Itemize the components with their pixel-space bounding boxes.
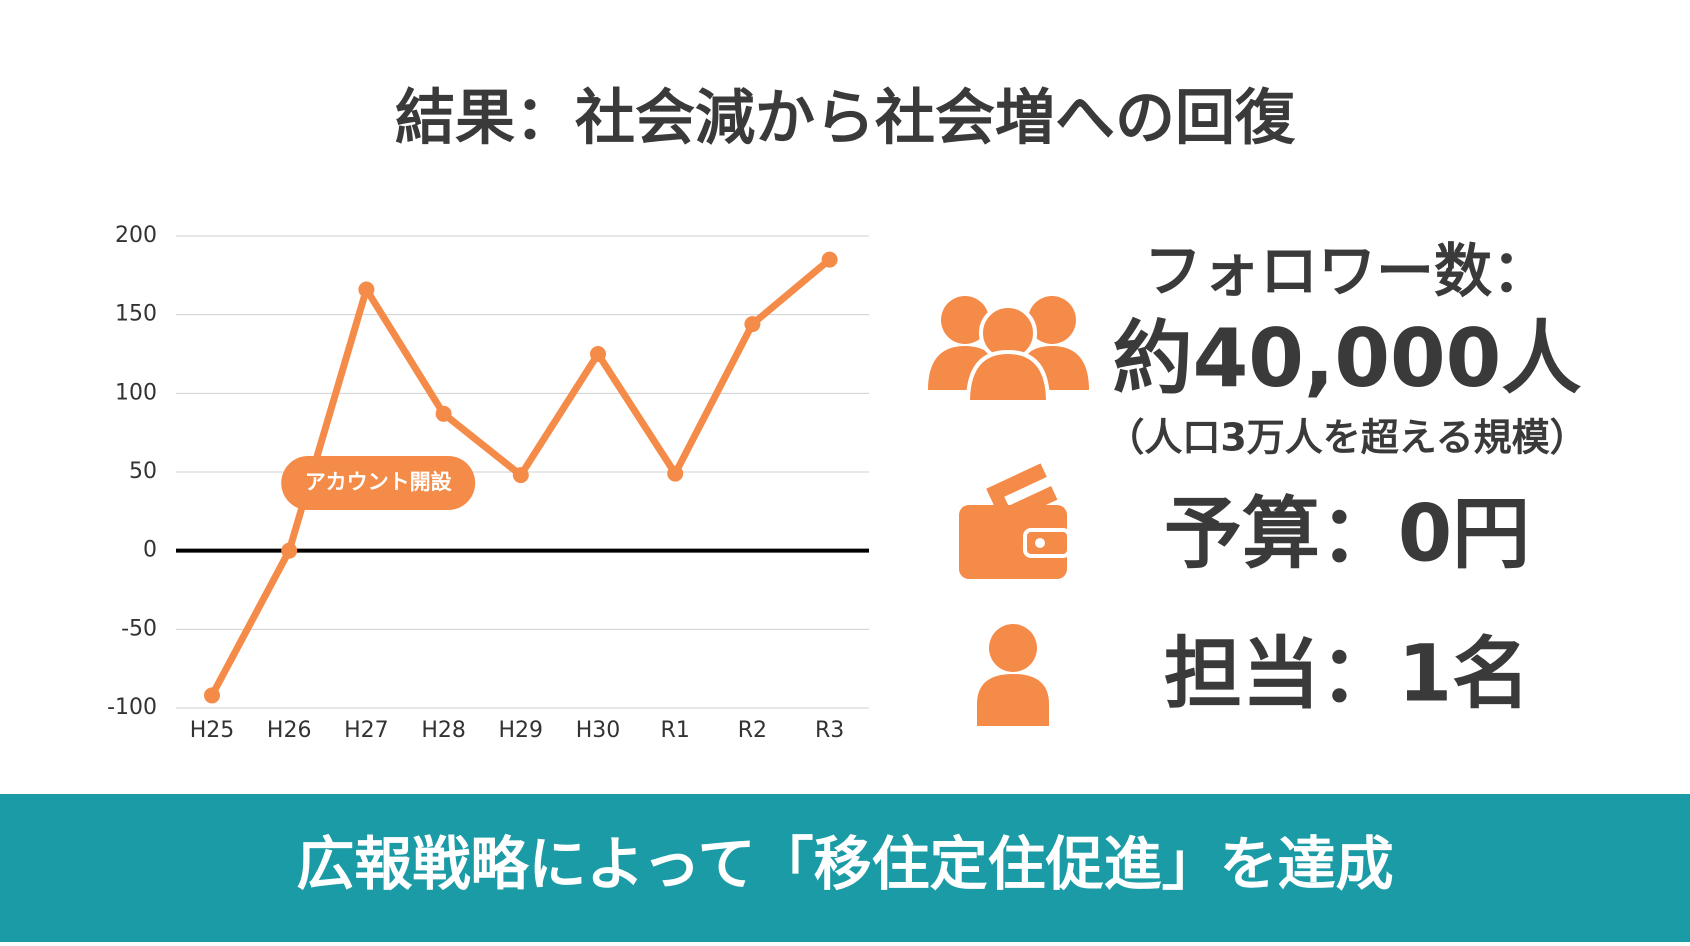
y-tick-label: 50 [129, 459, 157, 484]
annotation-pill [281, 456, 476, 510]
data-point [744, 316, 761, 333]
people-icon [928, 296, 1089, 404]
y-tick-label: 150 [115, 302, 157, 327]
x-tick-label: R1 [661, 718, 690, 743]
data-point [667, 465, 684, 482]
person-icon [977, 624, 1049, 726]
title: 結果：社会減から社会増への回復 [395, 84, 1296, 154]
y-tick-label: -100 [107, 695, 157, 720]
x-tick-label: H28 [421, 718, 466, 743]
wallet-icon [959, 463, 1071, 579]
followers-value: 約40,000人 [1113, 312, 1582, 405]
data-point [358, 281, 375, 298]
x-tick-label: H25 [190, 718, 235, 743]
data-point [281, 542, 298, 559]
followers-label: フォロワー数： [1144, 237, 1550, 305]
y-tick-label: 0 [143, 538, 157, 563]
annotation: アカウント開設 [305, 470, 453, 494]
budget: 予算：0円 [1164, 489, 1530, 579]
footer-band [0, 794, 1690, 942]
x-tick-label: H30 [576, 718, 621, 743]
data-point [435, 405, 452, 422]
data-point [821, 251, 838, 268]
x-tick-label: R3 [815, 718, 844, 743]
footer-text: 広報戦略によって「移住定住促進」を達成 [296, 830, 1393, 898]
data-point [512, 467, 529, 484]
x-tick-label: H26 [267, 718, 312, 743]
followers-note: （人口3万人を超える規模） [1106, 416, 1587, 460]
staff: 担当：1名 [1164, 629, 1530, 719]
data-point [590, 346, 606, 362]
y-tick-label: -50 [121, 616, 157, 641]
x-tick-label: R2 [738, 718, 767, 743]
y-tick-label: 100 [115, 380, 157, 405]
data-point [204, 687, 220, 704]
chart: -100 -50 0 50 100 150 200 H25 H26 H27 H28 H29 H30 R1 R… [107, 223, 869, 743]
x-tick-label: H29 [499, 718, 544, 743]
y-tick-label: 200 [115, 223, 157, 248]
x-tick-label: H27 [344, 718, 389, 743]
